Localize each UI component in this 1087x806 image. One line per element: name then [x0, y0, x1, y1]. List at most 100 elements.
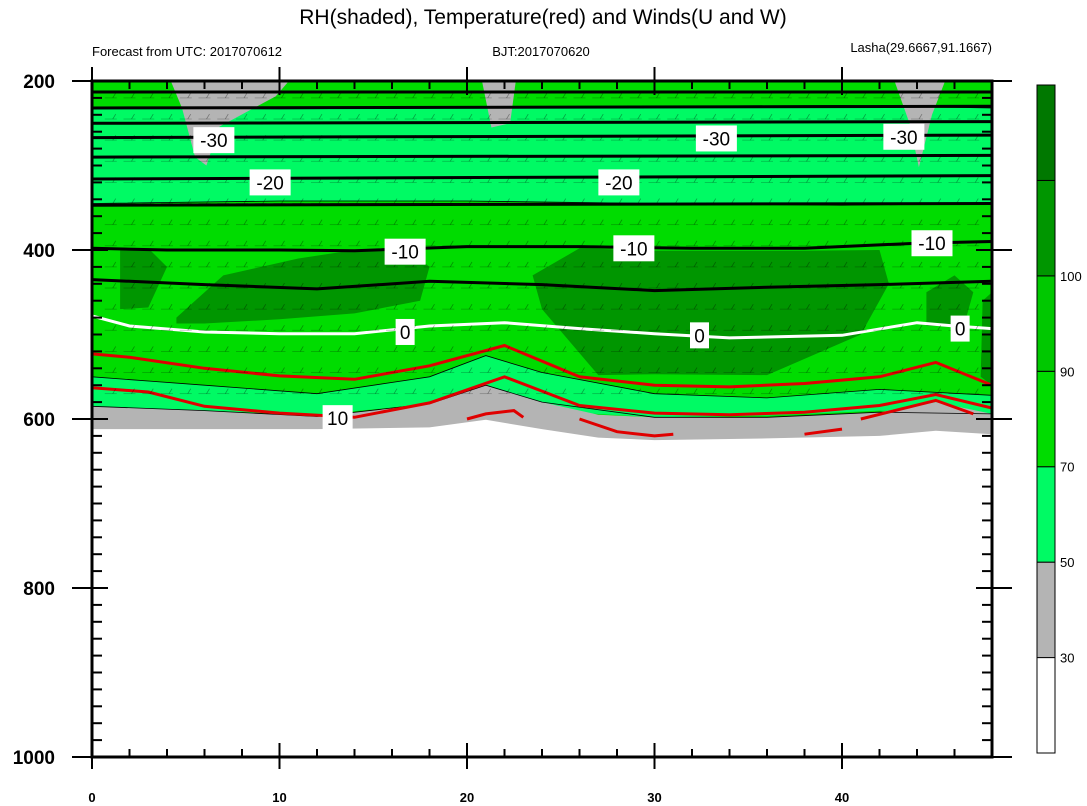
wind-barb-flag	[281, 240, 285, 246]
wind-barb-flag	[731, 388, 735, 394]
wind-barb-flag	[656, 282, 660, 289]
temperature-label: 10	[327, 409, 348, 430]
wind-barb-flag	[356, 113, 360, 120]
wind-barb-flag	[674, 134, 679, 141]
wind-barb-flag	[843, 177, 848, 183]
wind-barb-flag	[374, 219, 379, 225]
wind-barb-flag	[937, 367, 942, 373]
wind-barb-flag	[524, 261, 529, 268]
wind-barb-flag	[899, 367, 904, 373]
wind-barb-flag	[712, 303, 717, 310]
wind-barb-flag	[562, 282, 567, 289]
wind-barb-flag	[862, 92, 867, 99]
wind-barb-flag	[712, 92, 717, 99]
wind-barb-flag	[974, 198, 979, 204]
wind-barb-flag	[562, 219, 567, 225]
wind-barb-flag	[374, 156, 379, 162]
wind-barb-flag	[543, 367, 548, 373]
wind-barb-flag	[524, 113, 529, 120]
wind-barb-flag	[581, 325, 585, 331]
wind-barb-flag	[693, 367, 698, 373]
wind-barb-flag	[299, 156, 304, 162]
temperature-line-cold-7	[92, 240, 992, 253]
wind-barb-flag	[806, 346, 810, 352]
wind-barb-flag	[112, 261, 117, 268]
wind-barb-flag	[768, 282, 773, 289]
wind-barb-flag	[506, 282, 510, 289]
wind-barb-flag	[262, 261, 267, 268]
wind-barb-flag	[449, 240, 454, 246]
wind-barb-flag	[731, 198, 735, 204]
wind-barb-flag	[806, 282, 810, 289]
wind-barb-flag	[412, 303, 417, 310]
wind-barb-flag	[918, 388, 923, 394]
wind-barb-flag	[899, 325, 904, 331]
chart-title: RH(shaded), Temperature(red) and Winds(U…	[299, 6, 786, 29]
wind-barb-flag	[206, 156, 210, 162]
wind-barb-flag	[131, 219, 135, 225]
wind-barb-flag	[393, 134, 398, 141]
wind-barb-flag	[262, 303, 267, 310]
temperature-label-box	[695, 125, 737, 152]
wind-barb-flag	[693, 303, 698, 310]
temperature-label: -30	[703, 129, 730, 150]
temperature-line-warm-0	[92, 343, 992, 389]
wind-barb-flag	[806, 156, 810, 162]
wind-barb-flag	[299, 219, 304, 225]
wind-barb-flag	[262, 113, 267, 120]
wind-barb-flag	[974, 134, 979, 141]
wind-barb-flag	[506, 261, 510, 268]
wind-barb-flag	[937, 219, 942, 225]
wind-barb-flag	[956, 219, 960, 225]
wind-barb-flag	[806, 303, 810, 310]
wind-barb-flag	[824, 177, 829, 183]
wind-barb-flag	[581, 134, 585, 141]
wind-barb-flag	[318, 346, 323, 352]
wind-barb-flag	[356, 134, 360, 141]
wind-barb-flag	[468, 282, 473, 289]
wind-barb-flag	[149, 113, 154, 120]
wind-barb-flag	[712, 198, 717, 204]
wind-barb-flag	[806, 134, 810, 141]
wind-barb-flag	[618, 156, 623, 162]
wind-barb-flag	[149, 198, 154, 204]
wind-barb-flag	[712, 177, 717, 183]
rh-patch-5	[980, 292, 992, 386]
wind-barb-flag	[656, 134, 660, 141]
wind-barb-flag	[637, 219, 642, 225]
wind-barb-flag	[168, 282, 173, 289]
wind-barb-flag	[431, 367, 435, 373]
wind-barb-flag	[918, 177, 923, 183]
wind-barb-flag	[618, 113, 623, 120]
wind-barb-flag	[468, 156, 473, 162]
wind-barb-flag	[487, 282, 492, 289]
wind-barb-flag	[881, 240, 885, 246]
wind-barb-flag	[112, 240, 117, 246]
wind-barb-flag	[449, 261, 454, 268]
wind-barb-flag	[918, 367, 923, 373]
wind-barb-flag	[468, 388, 473, 394]
wind-barb-flag	[674, 177, 679, 183]
wind-barb-flag	[712, 156, 717, 162]
wind-barb-flag	[337, 346, 342, 352]
wind-barb-flag	[937, 388, 942, 394]
wind-barb-flag	[262, 240, 267, 246]
wind-barb-flag	[843, 134, 848, 141]
wind-barb-flag	[187, 240, 192, 246]
wind-barb-flag	[506, 113, 510, 120]
wind-barb-flag	[674, 113, 679, 120]
wind-barb-flag	[543, 325, 548, 331]
wind-barb-flag	[731, 282, 735, 289]
wind-barb-flag	[806, 388, 810, 394]
wind-barb-flag	[149, 325, 154, 331]
wind-barb-flag	[899, 113, 904, 120]
temperature-label-box	[249, 169, 291, 196]
wind-barb-flag	[599, 240, 604, 246]
wind-barb-flag	[787, 134, 792, 141]
wind-barb-flag	[749, 113, 754, 120]
wind-barb-flag	[674, 156, 679, 162]
wind-barb-flag	[806, 92, 810, 99]
wind-barb-flag	[899, 388, 904, 394]
wind-barb-flag	[149, 282, 154, 289]
rh-shading	[92, 81, 992, 441]
